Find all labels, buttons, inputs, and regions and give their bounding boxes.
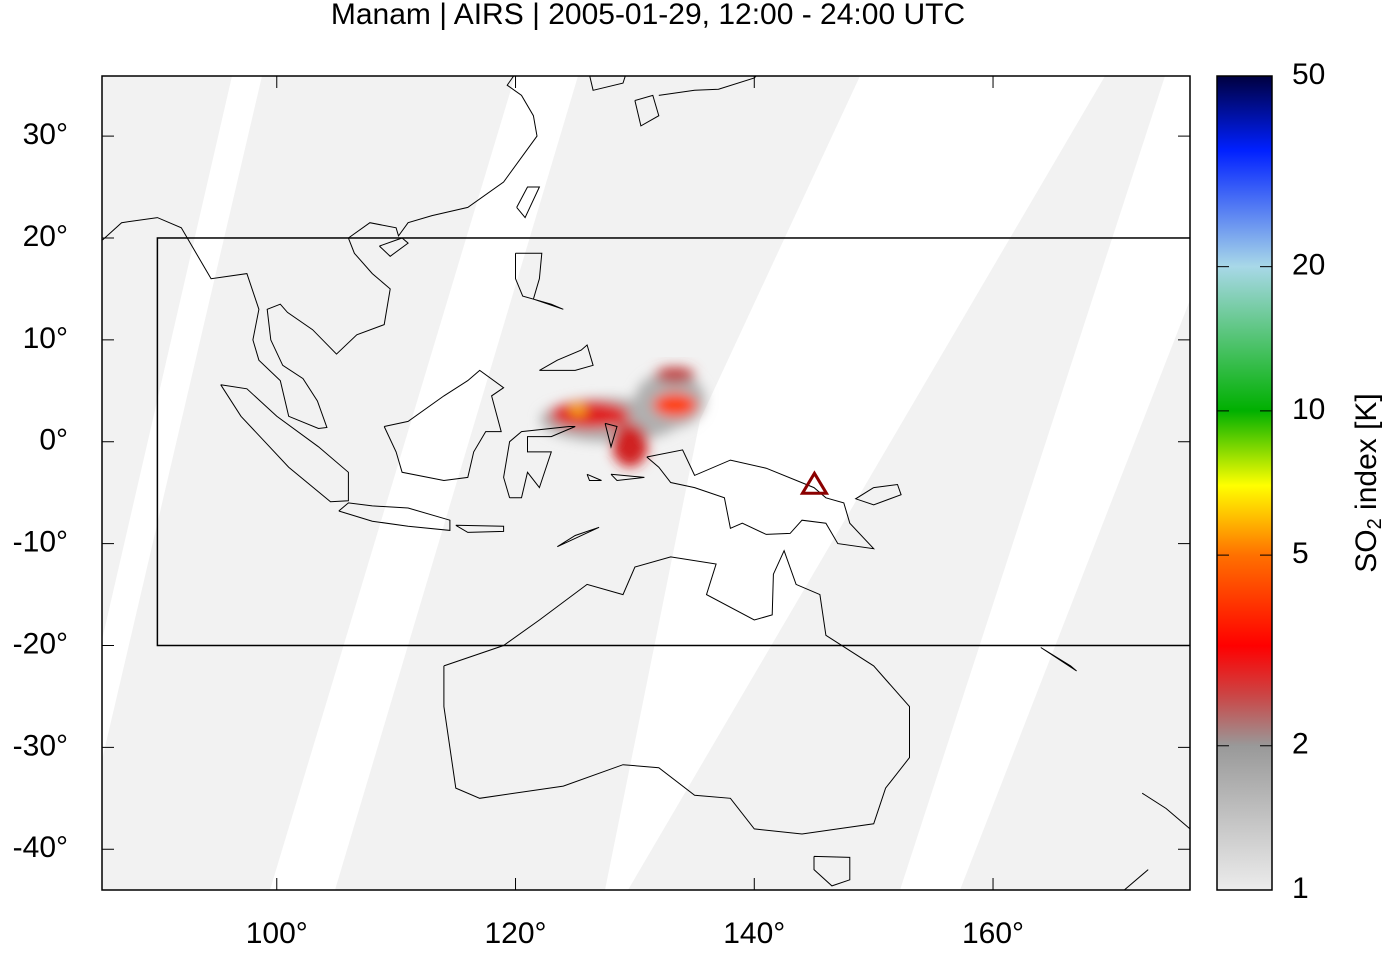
chart-title: Manam | AIRS | 2005-01-29, 12:00 - 24:00…	[331, 0, 965, 31]
y-tick-label: -30°	[13, 729, 68, 762]
coastline	[455, 524, 505, 533]
coastline	[589, 76, 626, 91]
coastline	[516, 186, 541, 219]
x-tick-label: 160°	[962, 917, 1024, 950]
swath-gap	[270, 76, 578, 890]
y-tick-label: -10°	[13, 526, 68, 559]
so2-plume	[540, 367, 705, 467]
coastline	[813, 855, 851, 887]
coastline	[658, 76, 757, 96]
swath-gap	[900, 76, 1190, 890]
coastline	[604, 422, 618, 449]
coastline	[1123, 869, 1149, 890]
colorbar-tick-label: 1	[1292, 872, 1309, 905]
region-box	[156, 237, 1190, 647]
coastline	[515, 252, 564, 310]
y-tick-label: 10°	[23, 322, 68, 355]
coastline	[1141, 792, 1190, 830]
coastlines	[102, 76, 1190, 890]
colorbar-tick-label: 50	[1292, 58, 1325, 91]
map-frame	[101, 75, 1191, 891]
x-tick-label: 100°	[246, 917, 308, 950]
coastline	[586, 473, 602, 481]
coastline	[557, 526, 600, 548]
coastline	[610, 473, 645, 482]
coastline	[634, 94, 660, 127]
swath-gap	[605, 76, 1105, 890]
label-part: SO	[1350, 529, 1383, 572]
y-tick-label: -40°	[13, 831, 68, 864]
x-tick-label: 120°	[484, 917, 546, 950]
coastline	[443, 549, 910, 835]
coastline	[503, 426, 576, 499]
map-area	[102, 76, 1190, 890]
colorbar-tick-label: 2	[1292, 728, 1309, 761]
label-part: index [K]	[1350, 393, 1383, 518]
y-tick-label: 30°	[23, 118, 68, 151]
axes: 100° 120° 140° 160° 30° 20° 10° 0° -10° -20° -30° -…	[13, 76, 1190, 950]
coastline	[1040, 647, 1077, 672]
coastline	[220, 384, 349, 503]
y-tick-label: 0°	[39, 424, 68, 457]
coastline	[102, 76, 538, 430]
coastline	[379, 237, 409, 257]
y-tick-label: -20°	[13, 627, 68, 660]
label-subscript: 2	[1364, 518, 1386, 529]
coastline	[854, 483, 902, 506]
coastline	[338, 502, 451, 531]
colorbar	[1216, 75, 1273, 891]
colorbar-tick-label: 20	[1292, 249, 1325, 282]
swath-gap	[102, 76, 262, 760]
y-tick-label: 20°	[23, 220, 68, 253]
x-tick-label: 140°	[723, 917, 785, 950]
coastline	[539, 344, 594, 371]
colorbar-tick-label: 10	[1292, 393, 1325, 426]
colorbar-tick-label: 5	[1292, 537, 1309, 570]
coastline	[646, 449, 876, 550]
coastline	[383, 369, 505, 482]
colorbar-label: SO2 index [K]	[1350, 393, 1386, 573]
volcano-marker	[799, 470, 830, 495]
